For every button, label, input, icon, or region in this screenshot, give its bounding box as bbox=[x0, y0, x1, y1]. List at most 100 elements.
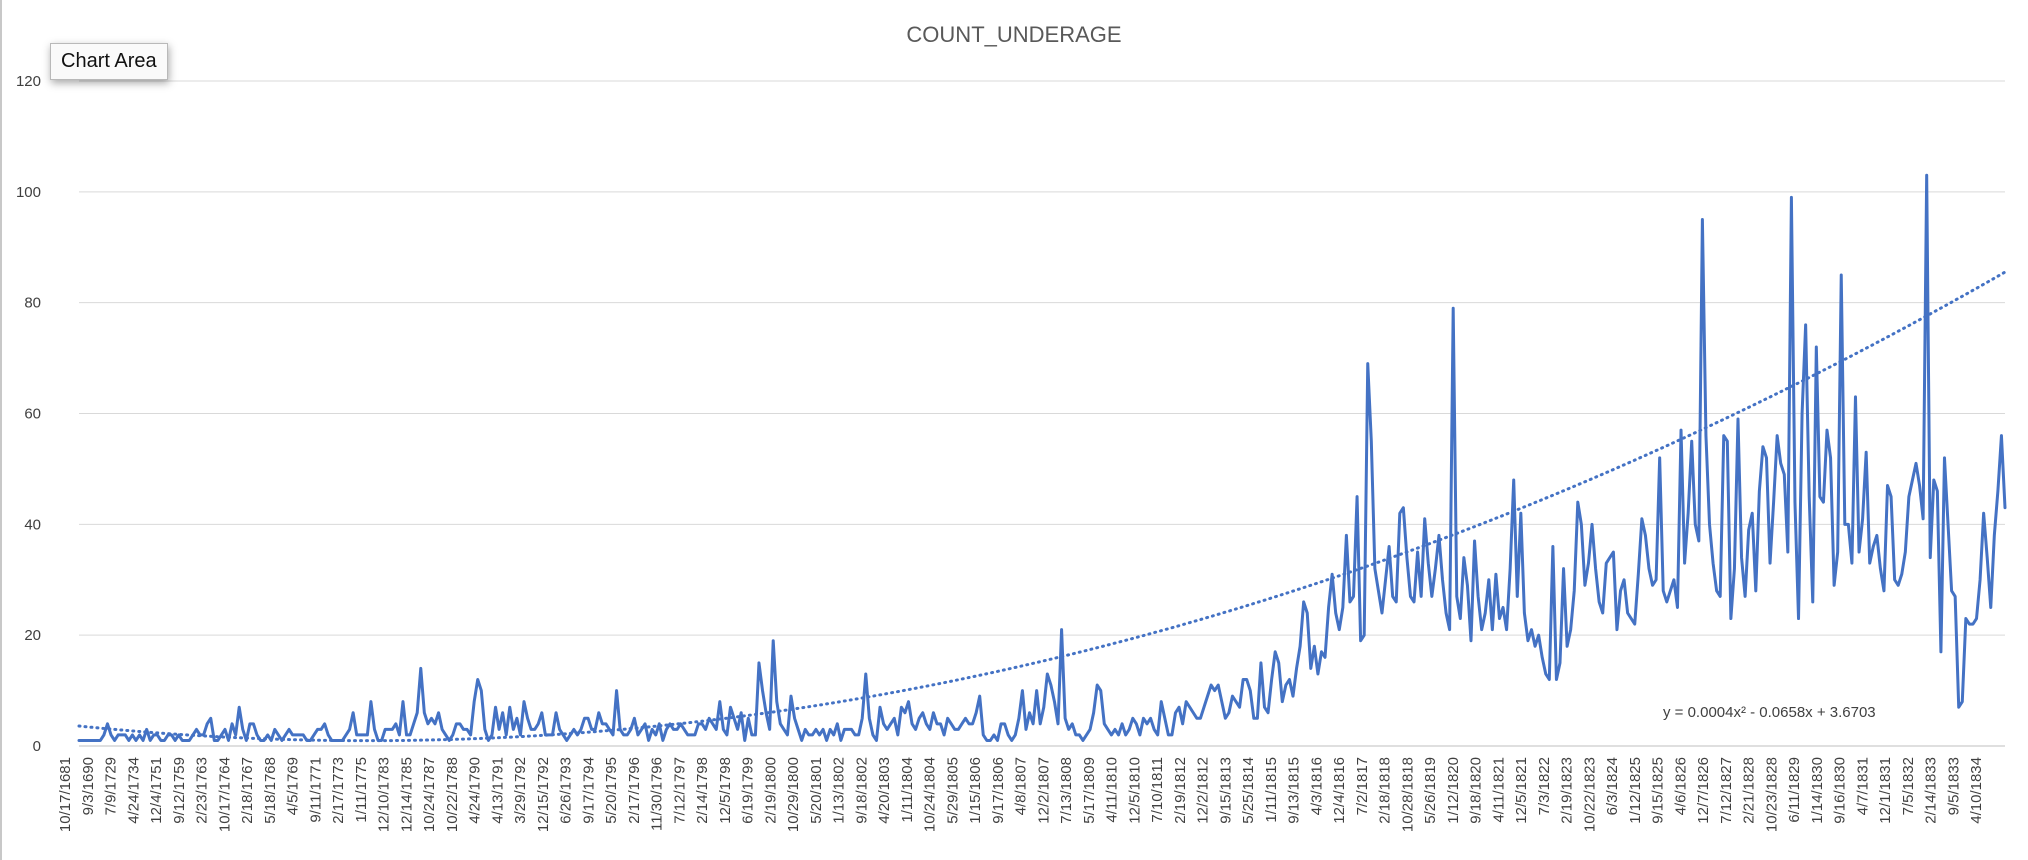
x-tick-label: 7/2/1817 bbox=[1354, 757, 1371, 815]
x-tick-label: 5/29/1805 bbox=[944, 757, 961, 824]
x-tick-label: 9/16/1830 bbox=[1832, 757, 1849, 824]
y-tick-label: 0 bbox=[33, 738, 41, 755]
x-tick-label: 10/28/1818 bbox=[1399, 757, 1416, 832]
x-tick-label: 1/14/1830 bbox=[1809, 757, 1826, 824]
x-tick-label: 4/8/1807 bbox=[1013, 757, 1030, 815]
x-tick-label: 12/4/1751 bbox=[148, 757, 165, 824]
x-tick-label: 3/29/1792 bbox=[512, 757, 529, 824]
x-tick-label: 12/1/1831 bbox=[1877, 757, 1894, 824]
y-axis-ticks: 0 20 40 60 80 100 120 bbox=[16, 73, 41, 755]
x-tick-label: 2/19/1823 bbox=[1559, 757, 1576, 824]
x-tick-label: 4/11/1810 bbox=[1104, 757, 1121, 823]
x-tick-label: 12/5/1810 bbox=[1126, 757, 1143, 824]
x-tick-label: 9/17/1794 bbox=[580, 757, 597, 824]
y-tick-label: 100 bbox=[16, 184, 41, 201]
x-tick-label: 9/17/1806 bbox=[990, 757, 1007, 824]
x-tick-label: 12/5/1821 bbox=[1513, 757, 1530, 824]
x-tick-label: 7/12/1827 bbox=[1718, 757, 1735, 824]
x-tick-label: 7/10/1811 bbox=[1149, 757, 1166, 823]
x-tick-label: 12/15/1792 bbox=[535, 757, 552, 832]
x-tick-label: 6/3/1824 bbox=[1604, 757, 1621, 815]
x-tick-label: 1/11/1804 bbox=[899, 757, 916, 823]
x-tick-label: 5/17/1809 bbox=[1081, 757, 1098, 824]
x-tick-label: 2/18/1767 bbox=[239, 757, 256, 824]
x-tick-label: 7/12/1797 bbox=[671, 757, 688, 824]
y-tick-label: 60 bbox=[24, 406, 41, 423]
x-tick-label: 7/13/1808 bbox=[1058, 757, 1075, 824]
window-left-edge bbox=[0, 0, 2, 860]
x-tick-label: 10/29/1800 bbox=[785, 757, 802, 832]
trendline-layer bbox=[77, 270, 2007, 743]
x-tick-label: 9/18/1802 bbox=[853, 757, 870, 824]
x-tick-label: 12/14/1785 bbox=[398, 757, 415, 832]
x-tick-label: 12/5/1798 bbox=[717, 757, 734, 824]
x-tick-label: 9/12/1759 bbox=[171, 757, 188, 824]
x-tick-label: 10/23/1828 bbox=[1763, 757, 1780, 832]
x-tick-label: 11/30/1796 bbox=[649, 757, 666, 831]
x-tick-label: 5/18/1768 bbox=[262, 757, 279, 824]
x-tick-label: 12/2/1807 bbox=[1035, 757, 1052, 824]
x-tick-label: 9/18/1820 bbox=[1468, 757, 1485, 824]
x-tick-label: 2/19/1800 bbox=[762, 757, 779, 824]
x-tick-label: 4/5/1769 bbox=[285, 757, 302, 815]
trendline bbox=[77, 270, 2007, 743]
y-tick-label: 80 bbox=[24, 295, 41, 312]
x-tick-label: 10/22/1823 bbox=[1581, 757, 1598, 832]
x-tick-label: 12/2/1812 bbox=[1195, 757, 1212, 824]
x-tick-label: 4/13/1791 bbox=[489, 757, 506, 824]
x-tick-label: 10/17/1764 bbox=[216, 757, 233, 832]
x-tick-label: 9/11/1771 bbox=[307, 757, 324, 823]
x-tick-label: 10/17/1681 bbox=[57, 757, 74, 832]
x-tick-label: 7/5/1832 bbox=[1900, 757, 1917, 815]
x-tick-label: 2/14/1798 bbox=[694, 757, 711, 824]
x-tick-label: 10/24/1787 bbox=[421, 757, 438, 832]
x-tick-label: 7/3/1822 bbox=[1536, 757, 1553, 815]
x-tick-label: 12/7/1826 bbox=[1695, 757, 1712, 824]
trendline-equation: y = 0.0004x² - 0.0658x + 3.6703 bbox=[1663, 704, 1876, 721]
x-tick-label: 6/11/1829 bbox=[1786, 757, 1803, 823]
x-tick-label: 9/15/1825 bbox=[1650, 757, 1667, 824]
x-tick-label: 7/9/1729 bbox=[103, 757, 120, 815]
x-tick-label: 2/18/1818 bbox=[1377, 757, 1394, 824]
x-tick-label: 1/11/1775 bbox=[353, 757, 370, 823]
x-tick-label: 4/24/1734 bbox=[125, 757, 142, 824]
x-tick-label: 4/3/1816 bbox=[1308, 757, 1325, 815]
y-tick-label: 120 bbox=[16, 73, 41, 90]
x-tick-label: 4/20/1803 bbox=[876, 757, 893, 824]
x-tick-label: 9/13/1815 bbox=[1286, 757, 1303, 824]
x-tick-label: 2/17/1773 bbox=[330, 757, 347, 824]
x-tick-label: 2/19/1812 bbox=[1172, 757, 1189, 824]
series-layer bbox=[77, 173, 2007, 742]
x-tick-label: 9/3/1690 bbox=[80, 757, 97, 815]
y-tick-label: 40 bbox=[24, 516, 41, 533]
x-tick-label: 9/15/1813 bbox=[1217, 757, 1234, 824]
x-tick-label: 4/10/1834 bbox=[1968, 757, 1985, 824]
x-tick-label: 1/12/1820 bbox=[1445, 757, 1462, 824]
series-line bbox=[77, 173, 2007, 742]
x-tick-label: 1/15/1806 bbox=[967, 757, 984, 824]
chart-area-tooltip: Chart Area bbox=[50, 43, 168, 80]
x-tick-label: 2/21/1828 bbox=[1741, 757, 1758, 824]
x-tick-label: 2/23/1763 bbox=[194, 757, 211, 824]
x-tick-label: 4/11/1821 bbox=[1490, 757, 1507, 823]
x-tick-label: 5/20/1795 bbox=[603, 757, 620, 824]
x-tick-label: 1/13/1802 bbox=[831, 757, 848, 824]
x-tick-label: 12/10/1783 bbox=[376, 757, 393, 832]
y-tick-label: 20 bbox=[24, 627, 41, 644]
x-axis-ticks: 10/17/1681 9/3/1690 7/9/1729 4/24/1734 12/4/… bbox=[57, 757, 1985, 832]
x-tick-label: 4/24/1790 bbox=[467, 757, 484, 824]
x-tick-label: 1/11/1815 bbox=[1263, 757, 1280, 823]
x-tick-label: 1/12/1825 bbox=[1627, 757, 1644, 824]
gridlines bbox=[79, 80, 2005, 747]
x-tick-label: 4/6/1826 bbox=[1672, 757, 1689, 815]
x-tick-label: 10/22/1788 bbox=[444, 757, 461, 832]
x-tick-label: 6/26/1793 bbox=[558, 757, 575, 824]
x-tick-label: 5/20/1801 bbox=[808, 757, 825, 824]
x-tick-label: 5/25/1814 bbox=[1240, 757, 1257, 824]
x-tick-label: 6/19/1799 bbox=[740, 757, 757, 824]
x-tick-label: 2/17/1796 bbox=[626, 757, 643, 824]
chart-title: COUNT_UNDERAGE bbox=[906, 22, 1121, 47]
x-tick-label: 12/4/1816 bbox=[1331, 757, 1348, 824]
x-tick-label: 5/26/1819 bbox=[1422, 757, 1439, 824]
